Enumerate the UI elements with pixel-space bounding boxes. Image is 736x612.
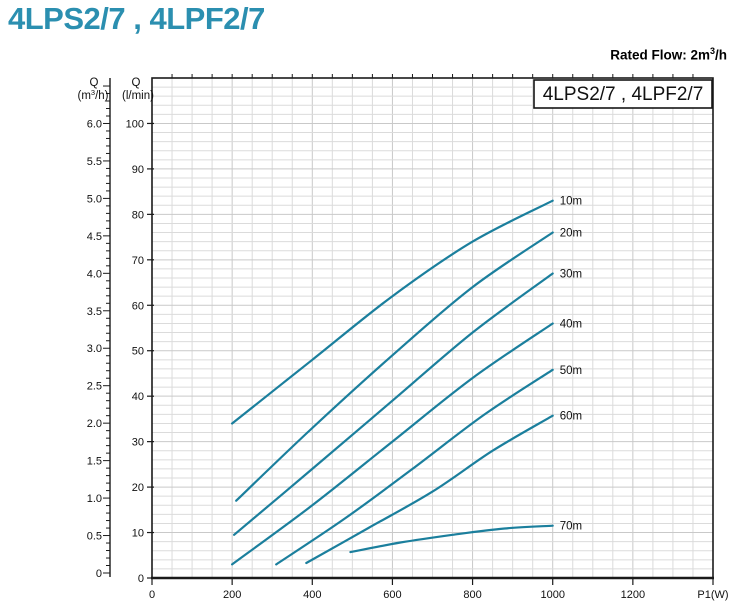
y-lmin-tick-label: 60 — [132, 300, 144, 312]
model-label-box: 4LPS2/7 , 4LPF2/7 — [533, 79, 713, 109]
y-m3h-unit-pre: (m — [77, 90, 90, 102]
curve-50m — [275, 368, 554, 566]
y-m3h-tick-label: 1.0 — [87, 493, 102, 505]
y-lmin-tick-label: 50 — [132, 346, 144, 358]
x-tick-label: 1000 — [540, 589, 564, 601]
rated-flow-text: Rated Flow: 2m — [610, 47, 710, 63]
y-m3h-unit-post: /h) — [95, 90, 109, 102]
y-lmin-tick-label: 40 — [132, 391, 144, 403]
curve-label-40m: 40m — [560, 318, 582, 330]
y-m3h-header: Q — [90, 77, 99, 89]
x-tick-label: 1200 — [621, 589, 645, 601]
curve-30m — [233, 272, 554, 536]
y-m3h-tick-label: 1.5 — [87, 456, 102, 468]
curve-label-60m: 60m — [560, 411, 582, 423]
y-m3h-tick-label: 2.0 — [87, 418, 102, 430]
model-label-border — [533, 79, 713, 109]
y-m3h-tick-label: 0 — [96, 568, 102, 580]
head-curves: 10m 20m 30m 40m 50m 60m 70m — [231, 196, 582, 566]
x-tick-label: 0 — [149, 589, 155, 601]
y-m3h-tick-label: 0.5 — [87, 531, 102, 543]
x-tick-label: 400 — [303, 589, 321, 601]
curve-60m — [305, 414, 554, 565]
curve-label-10m: 10m — [560, 196, 582, 208]
plot-frame — [151, 74, 714, 580]
rated-flow-label: Rated Flow: 2m3/h — [610, 46, 727, 63]
y-m3h-unit-sup: 3 — [91, 88, 95, 97]
y-lmin-tick-label: 70 — [132, 255, 144, 267]
curve-label-70m: 70m — [560, 521, 582, 533]
grid — [152, 78, 713, 578]
y-m3h-tick-label: 3.0 — [87, 343, 102, 355]
y-m3h-tick-label: 5.0 — [87, 193, 102, 205]
y-m3h-tick-label: 3.5 — [87, 306, 102, 318]
y-m3h-tick-label: 2.5 — [87, 381, 102, 393]
y-lmin-tick-label: 0 — [138, 573, 144, 585]
curve-70m — [349, 524, 554, 554]
y-lmin-tick-label: 20 — [132, 482, 144, 494]
y-lmin-tick-label: 90 — [132, 164, 144, 176]
x-tick-label: 800 — [463, 589, 481, 601]
page-title: 4LPS2/7 , 4LPF2/7 — [8, 1, 265, 36]
y-lmin-tick-label: 30 — [132, 437, 144, 449]
y-m3h-tick-label: 4.0 — [87, 268, 102, 280]
y-m3h-tick-label: 5.5 — [87, 156, 102, 168]
y-m3h-tick-label: 6.0 — [87, 118, 102, 130]
curve-label-30m: 30m — [560, 268, 582, 280]
y-lmin-tick-label: 100 — [126, 118, 144, 130]
y-lmin-tick-label: 80 — [132, 209, 144, 221]
y-lmin-unit: (l/min) — [122, 90, 154, 102]
x-axis-unit-label: P1(W) — [697, 589, 728, 601]
y-m3h-tick-label: 4.5 — [87, 231, 102, 243]
curve-20m — [235, 231, 554, 502]
x-tick-label: 200 — [223, 589, 241, 601]
y-m3h-unit: (m3/h) — [77, 88, 108, 102]
model-label-text: 4LPS2/7 , 4LPF2/7 — [543, 84, 704, 105]
curve-40m — [231, 322, 554, 566]
rated-flow-superscript: 3 — [709, 46, 715, 56]
curve-label-20m: 20m — [560, 228, 582, 240]
x-tick-label: 600 — [383, 589, 401, 601]
rated-flow-unit-suffix: /h — [715, 47, 727, 63]
x-axis: 0 200 400 600 800 1000 1200 P1(W) — [149, 578, 729, 601]
y-lmin-header: Q — [132, 77, 141, 89]
curve-label-50m: 50m — [560, 365, 582, 377]
curve-10m — [231, 199, 554, 425]
y-axis-m3h: 6.0 5.5 5.0 4.5 4.0 3.5 3.0 2.5 2.0 1.5 1.0 0.5 0 Q(m… — [77, 77, 111, 580]
y-lmin-tick-label: 10 — [132, 528, 144, 540]
